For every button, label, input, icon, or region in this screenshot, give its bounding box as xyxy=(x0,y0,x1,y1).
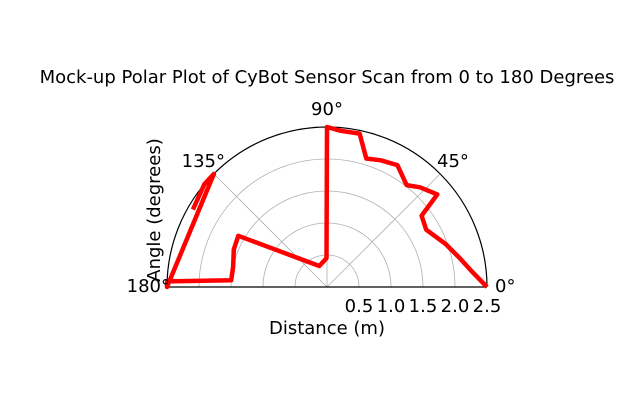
plot-boundary xyxy=(166,126,488,288)
angular-gridline xyxy=(326,173,441,288)
radial-tick-label: 1.5 xyxy=(409,296,438,317)
theta-tick-90: 90° xyxy=(311,99,343,120)
y-axis-label: Angle (degrees) xyxy=(144,138,165,281)
data-series xyxy=(164,124,489,290)
theta-tick-135: 135° xyxy=(182,151,225,172)
radial-tick-label: 2.0 xyxy=(441,296,470,317)
x-axis-label: Distance (m) xyxy=(269,318,385,339)
theta-tick-180: 180° xyxy=(127,276,170,297)
theta-tick-0: 0° xyxy=(495,276,515,297)
series-line xyxy=(164,124,489,290)
radial-tick-labels: 0.5 1.0 1.5 2.0 2.5 xyxy=(345,296,502,317)
theta-tick-45: 45° xyxy=(437,151,469,172)
angular-gridline xyxy=(213,173,328,288)
radial-tick-label: 1.0 xyxy=(377,296,406,317)
radial-tick-label: 0.5 xyxy=(345,296,374,317)
chart-title: Mock-up Polar Plot of CyBot Sensor Scan … xyxy=(40,67,615,88)
radial-tick-label: 2.5 xyxy=(473,296,502,317)
